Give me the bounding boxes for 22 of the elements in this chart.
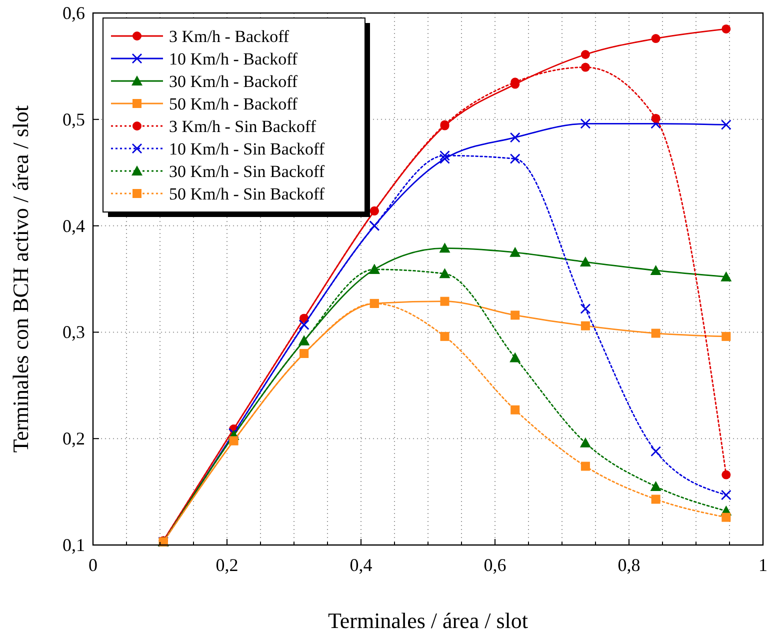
legend-label: 10 Km/h - Sin Backoff bbox=[169, 140, 325, 158]
legend-label: 50 Km/h - Backoff bbox=[169, 94, 298, 114]
x-tick-label: 0,6 bbox=[484, 555, 506, 575]
legend-label: 50 Km/h - Sin Backoff bbox=[169, 184, 325, 204]
legend-label: 10 Km/h - Backoff bbox=[169, 50, 298, 68]
y-axis-title: Terminales con BCH activo / área / slot bbox=[8, 105, 33, 453]
x-tick-label: 1 bbox=[758, 555, 768, 575]
x-axis-title: Terminales / área / slot bbox=[328, 608, 528, 633]
x-tick-label: 0,4 bbox=[350, 555, 372, 575]
y-tick-label: 0,1 bbox=[62, 535, 85, 555]
y-tick-label: 0,6 bbox=[62, 3, 85, 23]
legend-label: 30 Km/h - Sin Backoff bbox=[169, 162, 325, 181]
legend-label: 3 Km/h - Backoff bbox=[169, 27, 290, 46]
legend-label: 3 Km/h - Sin Backoff bbox=[169, 117, 316, 136]
x-tick-label: 0,2 bbox=[216, 555, 238, 575]
y-tick-label: 0,2 bbox=[62, 428, 85, 449]
y-tick-label: 0,3 bbox=[62, 322, 85, 342]
x-tick-label: 0 bbox=[88, 555, 98, 575]
x-tick-label: 0,8 bbox=[618, 555, 640, 575]
y-tick-label: 0,4 bbox=[62, 216, 85, 236]
legend-label: 30 Km/h - Backoff bbox=[169, 72, 298, 91]
y-tick-label: 0,5 bbox=[62, 109, 85, 130]
